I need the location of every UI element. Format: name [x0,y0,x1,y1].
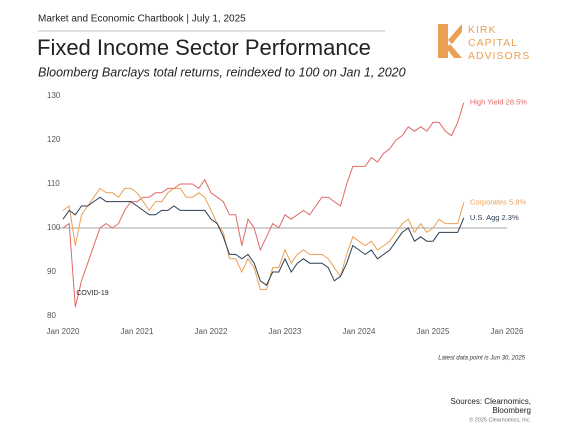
annotation: COVID-19 [76,290,108,297]
chart-title: Fixed Income Sector Performance [37,35,371,60]
sources: Bloomberg [492,406,531,415]
logo-mark [438,24,448,58]
logo-text: ADVISORS [468,50,530,62]
x-tick-label: Jan 2021 [121,327,154,336]
logo: KIRK CAPITAL ADVISORS [438,24,530,62]
x-tick-label: Jan 2026 [491,327,524,336]
x-tick-label: Jan 2022 [195,327,228,336]
x-tick-label: Jan 2025 [417,327,450,336]
series-label: Corporates 5.8% [470,197,527,206]
y-tick-label: 120 [47,135,61,144]
y-tick-label: 110 [47,179,60,188]
logo-text: CAPITAL [468,37,518,49]
y-tick-label: 130 [47,91,61,100]
series-line [62,102,465,308]
sources: Sources: Clearnomics, [451,397,531,406]
x-tick-label: Jan 2020 [47,327,80,336]
series-label: High Yield 28.5% [470,98,527,107]
x-tick-label: Jan 2024 [343,327,376,336]
series-label: U.S. Agg 2.3% [470,213,519,222]
x-tick-label: Jan 2023 [269,327,302,336]
y-tick-label: 90 [47,267,56,276]
header: Market and Economic Chartbook | July 1, … [38,14,246,25]
logo-text: KIRK [468,24,497,36]
series-line [62,187,465,291]
logo-mark [448,24,462,44]
y-tick-label: 80 [47,311,56,320]
y-tick-label: 100 [47,223,61,232]
footnote: Latest data point is Jun 30, 2025 [438,356,525,362]
series-line [62,196,465,286]
chart-subtitle: Bloomberg Barclays total returns, reinde… [38,65,406,79]
logo-mark [446,44,462,58]
copyright: © 2025 Clearnomics, Inc. [469,416,531,423]
